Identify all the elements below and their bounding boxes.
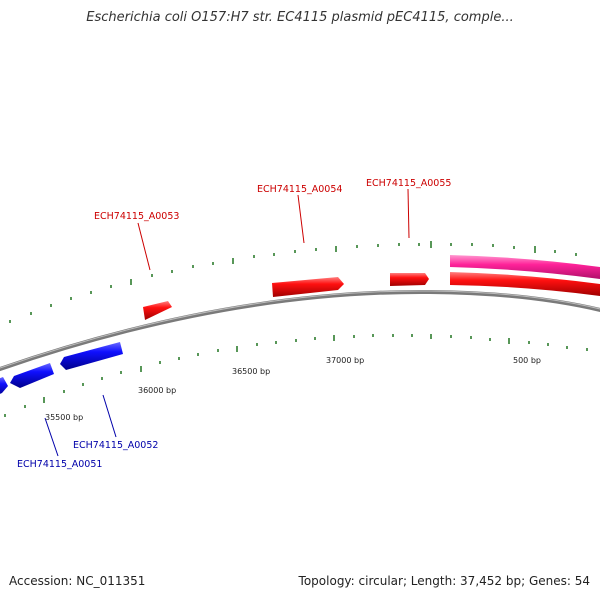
outer-tick-ring xyxy=(9,241,577,323)
tick-label-36500: 36500 bp xyxy=(232,367,270,376)
gene-label-A0052: ECH74115_A0052 xyxy=(73,440,158,451)
tick-label-36000: 36000 bp xyxy=(138,386,176,395)
gene-arrow-A0051 xyxy=(10,363,54,388)
gene-arrow-red-track xyxy=(450,272,600,296)
gene-arrow-A0052 xyxy=(60,342,123,370)
plasmid-backbone xyxy=(0,289,600,372)
gene-label-A0055: ECH74115_A0055 xyxy=(366,178,451,189)
gene-label-A0054: ECH74115_A0054 xyxy=(257,184,342,195)
tick-label-35500: 35500 bp xyxy=(45,413,83,422)
tick-label-500: 500 bp xyxy=(513,356,541,365)
gene-arrow-A0050 xyxy=(0,377,8,394)
gene-arrow-A0054 xyxy=(272,277,344,297)
forward-genes xyxy=(143,272,600,320)
inner-tick-ring xyxy=(4,334,588,417)
gene-label-A0051: ECH74115_A0051 xyxy=(17,459,102,470)
reverse-genes xyxy=(0,342,123,394)
pink-feature-track xyxy=(450,255,600,279)
gene-arrow-A0053 xyxy=(143,301,172,320)
gene-arrow-A0055 xyxy=(390,273,429,286)
tick-label-37000: 37000 bp xyxy=(326,356,364,365)
topology-text: Topology: circular; Length: 37,452 bp; G… xyxy=(298,574,590,588)
map-title: Escherichia coli O157:H7 str. EC4115 pla… xyxy=(86,10,514,25)
reverse-callouts xyxy=(44,394,117,457)
accession-text: Accession: NC_011351 xyxy=(9,574,146,588)
gene-label-A0053: ECH74115_A0053 xyxy=(94,211,179,222)
forward-callouts xyxy=(137,188,410,271)
